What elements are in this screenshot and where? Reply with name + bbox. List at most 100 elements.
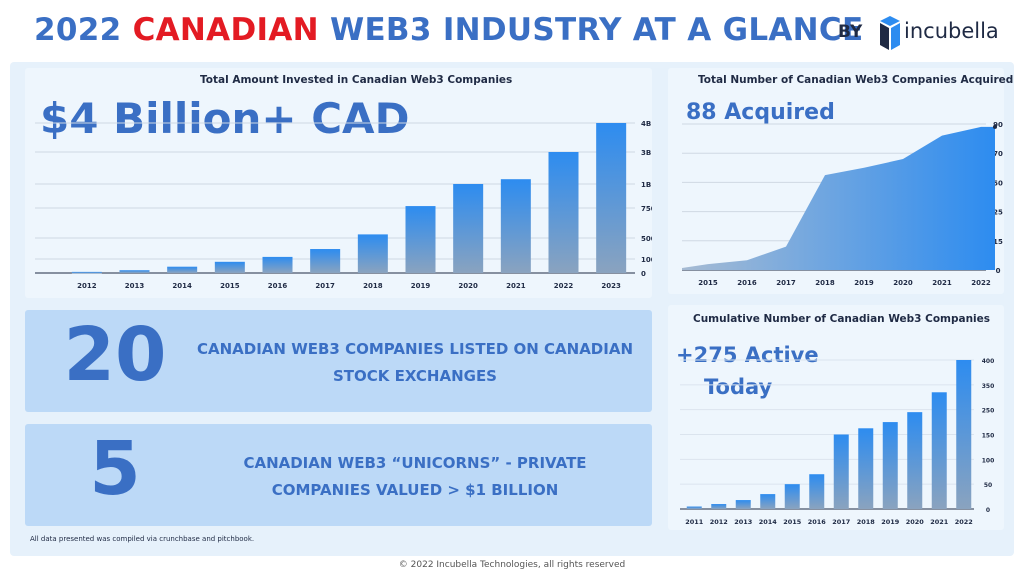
cumulative-headline-2: Today <box>704 375 773 399</box>
invested-bar <box>71 271 102 274</box>
invested-y-tick: 0 <box>641 270 646 278</box>
cumulative-bar <box>711 504 727 509</box>
invested-x-label: 2021 <box>506 282 526 290</box>
cumulative-bar <box>833 434 849 509</box>
invested-x-label: 2016 <box>268 282 288 290</box>
cumulative-bar <box>882 422 898 509</box>
stat-listed-line2: STOCK EXCHANGES <box>332 367 497 385</box>
cumulative-bar <box>686 506 702 509</box>
acquired-x-label: 2022 <box>971 279 991 287</box>
cumulative-y-tick: 350 <box>982 383 995 390</box>
cumulative-card: Cumulative Number of Canadian Web3 Compa… <box>668 305 1004 530</box>
cumulative-bar <box>760 494 776 509</box>
cumulative-bar <box>735 500 751 509</box>
invested-x-label: 2019 <box>411 282 431 290</box>
cumulative-bar-chart: 400 350 250 150 100 50 0 2011 2012 2013 2014 2015 20… <box>680 358 995 526</box>
cumulative-bar <box>809 474 825 509</box>
acquired-chart-title: Total Number of Canadian Web3 Companies … <box>698 74 1014 86</box>
invested-y-tick: 750M <box>641 205 652 213</box>
acquired-x-label: 2018 <box>815 279 835 287</box>
invested-bar <box>262 256 293 273</box>
invested-bar <box>310 249 341 273</box>
cumulative-chart-title: Cumulative Number of Canadian Web3 Compa… <box>693 313 991 325</box>
cumulative-x-label: 2013 <box>734 518 752 526</box>
acquired-x-label: 2021 <box>932 279 952 287</box>
invested-bar <box>214 261 245 273</box>
data-source-note: All data presented was compiled via crun… <box>30 535 255 543</box>
acquired-x-label: 2016 <box>737 279 757 287</box>
invested-x-label: 2023 <box>601 282 621 290</box>
acquired-y-tick: 0 <box>996 267 1001 275</box>
cumulative-x-label: 2012 <box>710 518 728 526</box>
cumulative-bar <box>956 360 972 509</box>
acquired-end-point <box>993 124 997 129</box>
cumulative-x-label: 2018 <box>857 518 876 526</box>
invested-card: Total Amount Invested in Canadian Web3 C… <box>25 68 652 298</box>
cumulative-y-tick: 150 <box>982 433 995 440</box>
acquired-y-tick: 50 <box>993 179 1003 187</box>
acquired-y-tick: 70 <box>993 150 1003 158</box>
cumulative-y-tick: 0 <box>986 507 990 514</box>
cumulative-y-tick: 250 <box>982 408 995 415</box>
cumulative-bar <box>907 412 923 509</box>
cumulative-x-label: 2015 <box>783 518 802 526</box>
acquired-y-tick: 25 <box>993 209 1003 217</box>
acquired-x-label: 2015 <box>698 279 718 287</box>
invested-bar <box>500 179 531 273</box>
invested-x-label: 2018 <box>363 282 383 290</box>
invested-y-tick: 4B <box>641 120 651 128</box>
cumulative-x-label: 2022 <box>955 518 973 526</box>
invested-chart-title: Total Amount Invested in Canadian Web3 C… <box>200 74 513 86</box>
cumulative-y-tick: 400 <box>982 358 995 365</box>
invested-headline: $4 Billion+ CAD <box>40 94 410 143</box>
stat-listed-line1: CANADIAN WEB3 COMPANIES LISTED ON CANADI… <box>197 340 633 358</box>
invested-bar-chart: 4B 3B 1B 750M 500M 100M 0 2012 2013 2014 2015 2016 2… <box>35 120 652 290</box>
invested-bar <box>119 270 150 273</box>
acquired-area-chart: 90 70 50 25 15 0 2015 2016 2017 2018 2019 2020 2021 2… <box>682 121 1003 287</box>
stat-listed-text: CANADIAN WEB3 COMPANIES LISTED ON CANADI… <box>185 336 645 390</box>
page-title: 2022 CANADIAN WEB3 INDUSTRY AT A GLANCE <box>34 12 863 48</box>
cumulative-bar <box>784 484 800 509</box>
invested-x-label: 2014 <box>172 282 192 290</box>
cube-logo-icon <box>880 16 900 50</box>
cumulative-x-label: 2011 <box>685 518 704 526</box>
acquired-area <box>682 126 995 270</box>
cumulative-x-label: 2017 <box>832 518 850 526</box>
header: 2022 CANADIAN WEB3 INDUSTRY AT A GLANCE … <box>0 0 1024 66</box>
cumulative-headline-1: +275 Active <box>676 343 819 367</box>
invested-y-tick: 500M <box>641 235 652 243</box>
invested-x-label: 2017 <box>315 282 335 290</box>
invested-x-label: 2022 <box>554 282 574 290</box>
cumulative-x-label: 2014 <box>759 518 778 526</box>
acquired-y-tick: 15 <box>993 238 1003 246</box>
copyright-footer: © 2022 Incubella Technologies, all right… <box>398 560 626 570</box>
acquired-x-label: 2017 <box>776 279 796 287</box>
acquired-x-label: 2020 <box>893 279 913 287</box>
stat-unicorns-text: CANADIAN WEB3 “UNICORNS” - PRIVATE COMPA… <box>185 450 645 504</box>
cumulative-y-tick: 50 <box>984 482 992 489</box>
cumulative-x-label: 2020 <box>906 518 925 526</box>
invested-y-tick: 3B <box>641 149 651 157</box>
invested-bar <box>405 206 436 273</box>
cumulative-x-label: 2019 <box>881 518 900 526</box>
acquired-card: Total Number of Canadian Web3 Companies … <box>668 68 1013 294</box>
invested-x-label: 2013 <box>125 282 145 290</box>
stat-unicorns: 5 CANADIAN WEB3 “UNICORNS” - PRIVATE COM… <box>25 424 652 526</box>
cumulative-x-label: 2021 <box>930 518 949 526</box>
title-highlight: CANADIAN <box>132 12 319 48</box>
stat-unicorns-line1: CANADIAN WEB3 “UNICORNS” - PRIVATE <box>243 454 587 472</box>
title-rest: WEB3 INDUSTRY AT A GLANCE <box>329 12 864 48</box>
acquired-y-tick: 90 <box>993 121 1003 129</box>
stat-unicorns-number: 5 <box>89 426 141 512</box>
cumulative-bar <box>931 392 947 509</box>
title-year: 2022 <box>34 12 122 48</box>
brand-name: incubella <box>904 19 999 43</box>
acquired-x-label: 2019 <box>854 279 874 287</box>
invested-y-tick: 100M <box>641 256 652 264</box>
invested-x-label: 2020 <box>458 282 478 290</box>
invested-bar <box>548 152 579 273</box>
by-label: BY <box>838 22 863 42</box>
stat-listed: 20 CANADIAN WEB3 COMPANIES LISTED ON CAN… <box>25 310 652 412</box>
stat-unicorns-line2: COMPANIES VALUED > $1 BILLION <box>271 481 559 499</box>
invested-x-label: 2015 <box>220 282 240 290</box>
